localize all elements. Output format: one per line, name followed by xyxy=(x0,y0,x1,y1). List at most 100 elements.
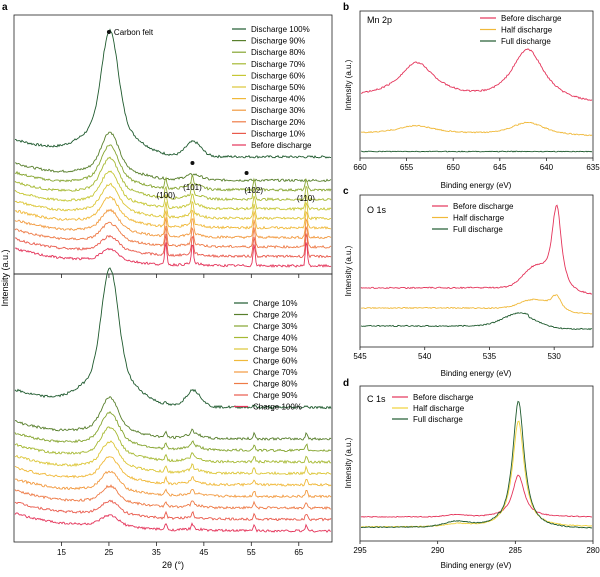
panel-c-frame xyxy=(359,194,594,348)
xps-xtick-label: 290 xyxy=(431,546,445,555)
a-xtick-label: 65 xyxy=(294,548,303,557)
legend-label: Discharge 40% xyxy=(251,95,305,104)
xps-xtick-label: 530 xyxy=(547,352,561,361)
a-xtick-label: 25 xyxy=(104,548,113,557)
xrd-curve xyxy=(14,499,332,522)
xps-curve xyxy=(360,312,593,331)
a-annotation: (101) xyxy=(183,183,202,192)
xps-curve xyxy=(360,150,593,153)
legend-label: Discharge 10% xyxy=(251,129,305,138)
a-xtick-label: 55 xyxy=(247,548,256,557)
xrd-curve xyxy=(14,182,332,221)
xrd-curve xyxy=(14,131,332,183)
legend-label: Discharge 90% xyxy=(251,37,305,46)
panel-b-title: Mn 2p xyxy=(367,15,392,25)
panel-c-title: O 1s xyxy=(367,205,387,215)
panel-b-ylabel: Intensity (a.u.) xyxy=(344,59,353,110)
xrd-curve xyxy=(14,156,332,202)
xrd-curve xyxy=(14,267,332,410)
xps-curve xyxy=(360,400,593,529)
legend-label: Charge 50% xyxy=(253,345,297,354)
xrd-curve xyxy=(14,484,332,511)
legend-label: Half discharge xyxy=(453,214,505,223)
legend-label: Charge 10% xyxy=(253,299,297,308)
panel-letter-d: d xyxy=(343,378,349,389)
legend-label: Before discharge xyxy=(251,141,312,150)
legend-label: Before discharge xyxy=(501,14,562,23)
legend-label: Discharge 70% xyxy=(251,60,305,69)
xrd-curve xyxy=(14,221,332,249)
xrd-curve xyxy=(14,456,332,487)
panel-a-discharge-curves xyxy=(14,28,332,268)
xrd-curve xyxy=(14,242,332,268)
xps-xtick-label: 645 xyxy=(493,163,507,172)
legend-label: Charge 60% xyxy=(253,357,297,366)
legend-label: Discharge 50% xyxy=(251,83,305,92)
legend-label: Charge 70% xyxy=(253,368,297,377)
legend-label: Discharge 80% xyxy=(251,48,305,57)
a-annotation: (110) xyxy=(297,194,315,203)
panel-letter-b: b xyxy=(343,2,349,13)
carbon-felt-dot xyxy=(244,171,249,175)
xps-curve xyxy=(360,474,592,518)
legend-label: Charge 80% xyxy=(253,380,297,389)
panel-a-discharge-legend: Discharge 100% Discharge 90% Discharge 80%… xyxy=(232,25,312,150)
legend-label: Charge 40% xyxy=(253,334,297,343)
legend-label: Charge 30% xyxy=(253,322,297,331)
xrd-curve xyxy=(14,195,332,230)
xrd-curve xyxy=(14,470,332,499)
legend-label: Before discharge xyxy=(413,393,474,402)
xps-xtick-label: 635 xyxy=(586,163,600,172)
carbon-felt-dot xyxy=(190,161,195,165)
a-annotation: (100) xyxy=(157,191,176,200)
panel-b-curves xyxy=(360,48,593,153)
carbon-felt-dot xyxy=(106,30,111,34)
panel-c-legend: Before discharge Half discharge Full disch… xyxy=(432,202,514,234)
xps-xtick-label: 285 xyxy=(509,546,523,555)
xrd-curve xyxy=(14,512,332,533)
a-xtick-label: 35 xyxy=(152,548,161,557)
xrd-curve xyxy=(14,208,332,240)
panel-a-ylabel: Intensity (a.u.) xyxy=(0,249,10,306)
panel-d-ylabel: Intensity (a.u.) xyxy=(344,437,353,488)
xps-xtick-label: 640 xyxy=(540,163,554,172)
xps-xtick-label: 650 xyxy=(447,163,461,172)
xps-xtick-label: 540 xyxy=(418,352,432,361)
panel-b-xlabel: Binding energy (eV) xyxy=(441,181,512,190)
panel-b-xticks: 660 655 650 645 640 635 xyxy=(353,158,600,172)
xrd-curve xyxy=(14,233,332,259)
xps-xtick-label: 660 xyxy=(353,163,367,172)
xps-curve xyxy=(360,294,593,315)
panel-a-xticks: 15 25 35 45 55 65 xyxy=(57,274,304,557)
panel-a-annotations: Carbon felt (100) (101) (102) (110) xyxy=(106,28,315,203)
panel-b-frame xyxy=(359,10,594,159)
a-xtick-label: 15 xyxy=(57,548,66,557)
legend-label: Full discharge xyxy=(453,225,503,234)
panel-a-xlabel: 2θ (°) xyxy=(162,560,184,570)
legend-label: Before discharge xyxy=(453,202,514,211)
xps-xtick-label: 545 xyxy=(353,352,367,361)
xrd-curve xyxy=(14,170,332,212)
legend-label: Discharge 30% xyxy=(251,106,305,115)
xrd-curve xyxy=(14,410,332,453)
legend-label: Discharge 60% xyxy=(251,71,305,80)
panel-b-legend: Before discharge Half discharge Full disch… xyxy=(480,14,562,46)
legend-label: Half discharge xyxy=(413,404,465,413)
xps-xtick-label: 655 xyxy=(400,163,414,172)
panel-a-bottom-frame xyxy=(13,273,333,543)
legend-label: Discharge 100% xyxy=(251,25,310,34)
xps-xtick-label: 535 xyxy=(483,352,497,361)
panel-letter-c: c xyxy=(343,186,349,197)
panel-letter-a: a xyxy=(2,2,8,13)
xrd-curve xyxy=(14,144,332,192)
legend-label: Charge 100% xyxy=(253,403,302,412)
panel-c-ylabel: Intensity (a.u.) xyxy=(344,245,353,296)
a-annotation: (102) xyxy=(244,186,263,195)
xps-curve xyxy=(360,204,593,295)
panel-d-curves xyxy=(360,400,593,529)
legend-label: Full discharge xyxy=(413,415,463,424)
legend-label: Full discharge xyxy=(501,37,551,46)
panel-c-curves xyxy=(360,204,593,331)
legend-label: Charge 90% xyxy=(253,391,297,400)
